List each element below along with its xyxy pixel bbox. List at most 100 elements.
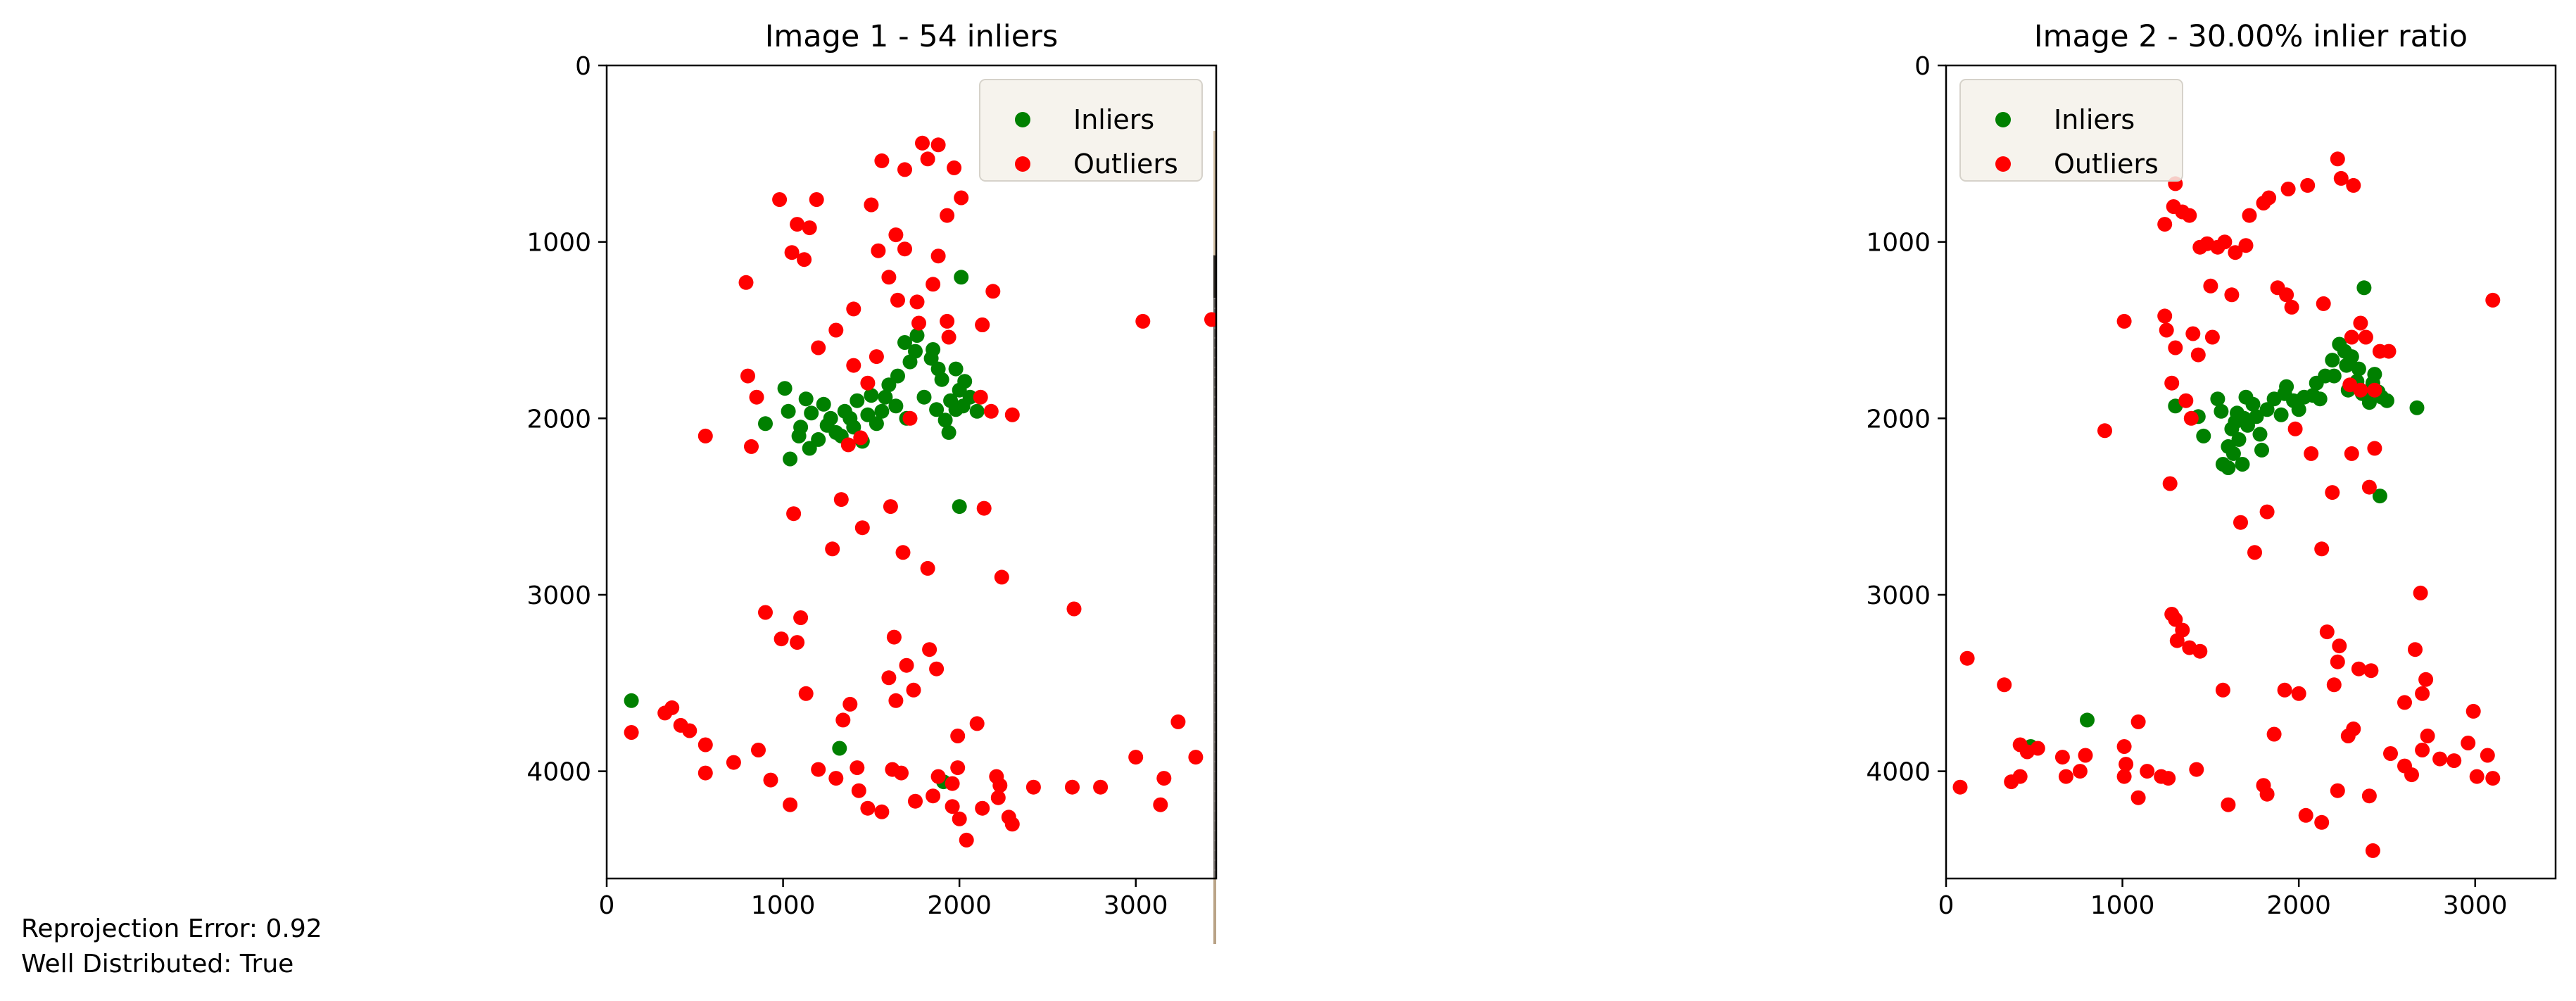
point-outliers — [697, 428, 713, 443]
point-inliers — [874, 403, 890, 419]
y-tick-label: 4000 — [1866, 758, 1931, 787]
distribution-text: Well Distributed: True — [21, 950, 294, 978]
point-outliers — [922, 642, 937, 657]
point-outliers — [2461, 736, 2476, 750]
point-outliers — [2116, 769, 2132, 784]
point-outliers — [860, 375, 876, 391]
point-outliers — [2404, 767, 2419, 783]
point-inliers — [2259, 402, 2275, 417]
point-outliers — [2078, 748, 2093, 763]
point-outliers — [909, 294, 925, 310]
point-outliers — [2215, 682, 2230, 698]
point-outliers — [2314, 814, 2330, 830]
point-outliers — [886, 629, 902, 645]
point-outliers — [793, 610, 809, 625]
point-outliers — [2140, 764, 2155, 779]
point-inliers — [823, 410, 838, 426]
x-tick-label: 1000 — [751, 891, 816, 920]
point-outliers — [1066, 601, 1082, 617]
point-inliers — [2254, 442, 2269, 458]
point-outliers — [2330, 151, 2345, 167]
point-inliers — [2235, 457, 2250, 472]
point-outliers — [682, 723, 697, 738]
point-outliers — [2182, 208, 2197, 223]
point-outliers — [983, 403, 999, 419]
point-outliers — [2266, 726, 2282, 742]
point-inliers — [937, 413, 953, 428]
point-inliers — [941, 424, 956, 440]
point-inliers — [948, 361, 964, 377]
point-outliers — [2119, 757, 2134, 772]
point-inliers — [804, 405, 819, 421]
point-outliers — [740, 368, 755, 384]
y-tick-label: 2000 — [1866, 405, 1931, 434]
point-inliers — [842, 410, 858, 426]
point-inliers — [2080, 712, 2095, 728]
point-outliers — [894, 765, 909, 781]
point-outliers — [975, 317, 990, 332]
point-outliers — [888, 693, 904, 708]
legend-label-inliers: Inliers — [2054, 104, 2135, 135]
point-outliers — [2432, 751, 2448, 767]
point-outliers — [2344, 329, 2359, 345]
point-outliers — [941, 329, 956, 345]
point-inliers — [2325, 353, 2340, 368]
point-outliers — [840, 437, 856, 453]
point-outliers — [975, 800, 990, 816]
point-inliers — [2372, 489, 2387, 504]
point-outliers — [2247, 545, 2262, 560]
point-outliers — [2175, 622, 2190, 638]
point-inliers — [2409, 400, 2425, 415]
legend: Inliers Outliers — [1959, 79, 2183, 182]
point-outliers — [749, 389, 764, 405]
y-tick-label: 1000 — [526, 229, 591, 258]
point-outliers — [906, 682, 921, 698]
point-inliers — [2356, 280, 2372, 296]
point-outliers — [1204, 312, 1216, 327]
chart-title: Image 1 - 54 inliers — [765, 19, 1059, 54]
point-inliers — [909, 328, 925, 343]
point-outliers — [828, 322, 844, 338]
point-outliers — [2054, 750, 2070, 765]
point-outliers — [2242, 208, 2257, 223]
point-inliers — [955, 398, 971, 414]
point-outliers — [790, 217, 805, 232]
point-outliers — [1959, 650, 1975, 666]
point-outliers — [926, 788, 941, 804]
point-inliers — [2291, 402, 2306, 417]
point-outliers — [2238, 238, 2254, 253]
legend-box — [1959, 79, 2183, 182]
point-outliers — [811, 340, 826, 355]
x-tick-label: 0 — [599, 891, 615, 920]
point-outliers — [842, 696, 858, 712]
point-outliers — [915, 135, 930, 151]
point-outliers — [908, 793, 923, 809]
point-outliers — [624, 725, 639, 740]
point-outliers — [2192, 643, 2208, 659]
point-outliers — [850, 760, 865, 776]
point-inliers — [908, 344, 923, 359]
point-outliers — [947, 160, 962, 175]
point-outliers — [2344, 446, 2359, 461]
point-outliers — [2332, 638, 2347, 654]
point-outliers — [2383, 746, 2398, 761]
point-outliers — [945, 799, 960, 814]
point-outliers — [2446, 753, 2462, 769]
point-outliers — [1153, 797, 1168, 812]
point-outliers — [809, 192, 824, 207]
y-tick-label: 3000 — [526, 581, 591, 610]
chart-title: Image 2 - 30.00% inlier ratio — [2034, 19, 2468, 54]
point-outliers — [2314, 541, 2330, 557]
point-inliers — [2277, 386, 2292, 401]
point-outliers — [2261, 190, 2277, 206]
point-outliers — [985, 284, 1001, 299]
point-inliers — [2273, 407, 2289, 422]
point-outliers — [1065, 779, 1080, 795]
point-inliers — [929, 402, 945, 417]
point-outliers — [874, 153, 890, 168]
scatter-points — [624, 135, 1216, 848]
point-outliers — [874, 804, 890, 819]
point-outliers — [930, 248, 946, 264]
point-outliers — [825, 541, 840, 557]
y-tick-label: 1000 — [1866, 229, 1931, 258]
